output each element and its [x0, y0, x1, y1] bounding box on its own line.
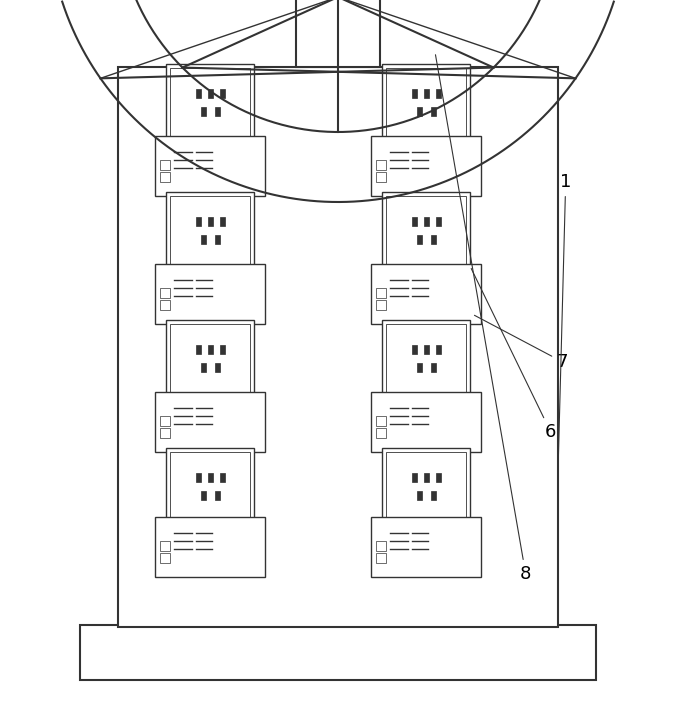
Bar: [431, 107, 435, 116]
Text: 7: 7: [475, 316, 569, 371]
Bar: [371, 392, 481, 452]
Bar: [423, 89, 429, 98]
Bar: [214, 491, 220, 500]
Bar: [386, 452, 466, 524]
Bar: [155, 517, 265, 577]
Bar: [371, 264, 481, 324]
Bar: [195, 217, 201, 226]
Bar: [208, 345, 212, 354]
Bar: [220, 217, 224, 226]
Bar: [382, 192, 470, 272]
Bar: [435, 89, 441, 98]
Bar: [296, 0, 380, 67]
Bar: [382, 448, 470, 528]
Bar: [201, 491, 206, 500]
Bar: [195, 473, 201, 482]
Text: 6: 6: [471, 269, 556, 441]
Bar: [423, 345, 429, 354]
Bar: [166, 192, 254, 272]
Bar: [435, 473, 441, 482]
Bar: [155, 136, 265, 196]
Bar: [170, 68, 250, 140]
Bar: [160, 300, 170, 310]
Bar: [208, 473, 212, 482]
Bar: [382, 320, 470, 400]
Bar: [386, 68, 466, 140]
Bar: [376, 416, 386, 426]
Bar: [166, 64, 254, 144]
Bar: [220, 89, 224, 98]
Bar: [371, 136, 481, 196]
Bar: [371, 517, 481, 577]
Bar: [160, 428, 170, 438]
Bar: [155, 264, 265, 324]
Bar: [160, 172, 170, 182]
Bar: [431, 491, 435, 500]
Bar: [431, 235, 435, 244]
Bar: [80, 625, 596, 680]
Bar: [118, 67, 558, 627]
Bar: [166, 320, 254, 400]
Bar: [376, 541, 386, 551]
Bar: [416, 363, 422, 372]
Text: 1: 1: [558, 173, 571, 469]
Bar: [201, 107, 206, 116]
Text: 8: 8: [435, 55, 531, 583]
Bar: [376, 300, 386, 310]
Bar: [423, 473, 429, 482]
Bar: [382, 64, 470, 144]
Bar: [160, 416, 170, 426]
Bar: [201, 235, 206, 244]
Bar: [376, 553, 386, 563]
Bar: [195, 345, 201, 354]
Bar: [386, 324, 466, 396]
Bar: [208, 217, 212, 226]
Bar: [376, 160, 386, 170]
Bar: [160, 160, 170, 170]
Bar: [416, 491, 422, 500]
Bar: [412, 89, 416, 98]
Bar: [412, 217, 416, 226]
Bar: [412, 345, 416, 354]
Bar: [214, 107, 220, 116]
Bar: [170, 452, 250, 524]
Bar: [160, 288, 170, 298]
Bar: [416, 107, 422, 116]
Bar: [201, 363, 206, 372]
Bar: [431, 363, 435, 372]
Bar: [214, 235, 220, 244]
Bar: [376, 172, 386, 182]
Bar: [214, 363, 220, 372]
Bar: [435, 217, 441, 226]
Bar: [170, 196, 250, 268]
Bar: [435, 345, 441, 354]
Bar: [412, 473, 416, 482]
Bar: [195, 89, 201, 98]
Bar: [386, 196, 466, 268]
Bar: [416, 235, 422, 244]
Bar: [166, 448, 254, 528]
Bar: [160, 553, 170, 563]
Bar: [155, 392, 265, 452]
Bar: [208, 89, 212, 98]
Bar: [170, 324, 250, 396]
Bar: [376, 428, 386, 438]
Bar: [376, 288, 386, 298]
Bar: [423, 217, 429, 226]
Bar: [220, 473, 224, 482]
Bar: [220, 345, 224, 354]
Bar: [160, 541, 170, 551]
